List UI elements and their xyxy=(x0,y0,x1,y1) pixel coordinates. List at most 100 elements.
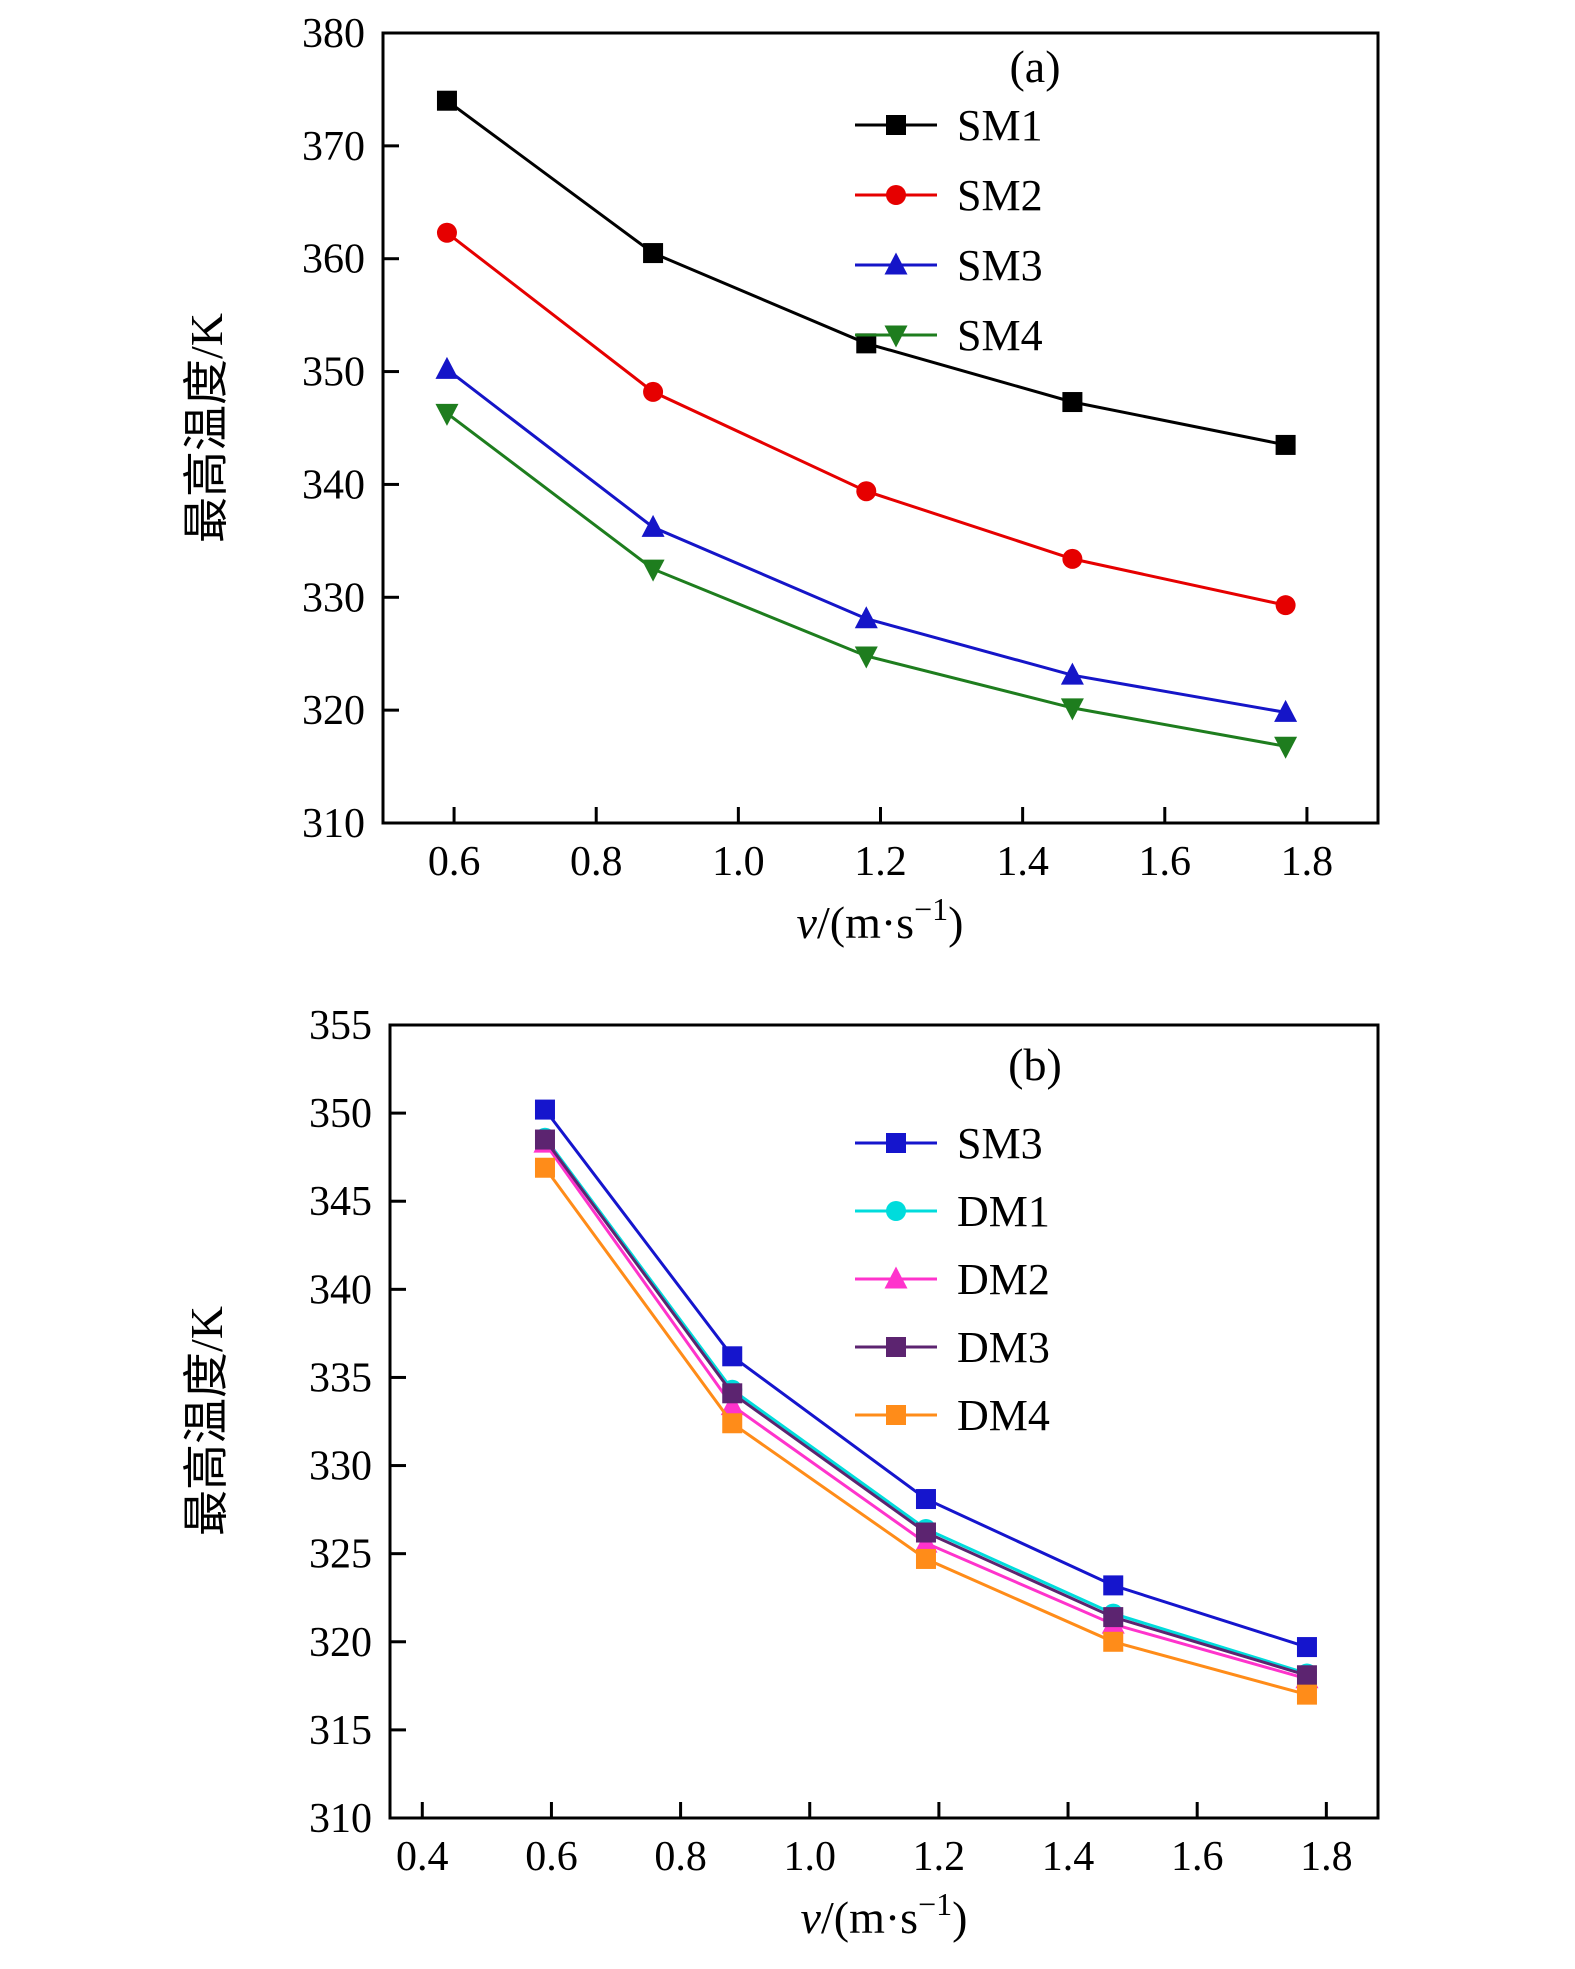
marker-SM3 xyxy=(435,356,459,379)
y-tick-label: 315 xyxy=(309,1708,372,1754)
x-tick-label: 0.6 xyxy=(428,839,481,885)
marker-DM3 xyxy=(1296,1665,1317,1686)
marker-DM2 xyxy=(720,1393,744,1416)
legend: SM3 DM1 DM2 DM3 DM4 xyxy=(855,1119,1050,1440)
x-tick-label: 1.2 xyxy=(854,839,907,885)
marker-SM1 xyxy=(643,243,664,264)
chart-b: 0.4 0.6 0.8 1.0 1.2 1.4 1.6 1.8 310 315 320 325 330 3… xyxy=(0,985,1575,1969)
y-tick-label: 320 xyxy=(309,1620,372,1666)
x-tick-label: 1.4 xyxy=(996,839,1049,885)
chart-svg: 0.6 0.8 1.0 1.2 1.4 1.6 1.8 310 320 330 340 350 360 3… xyxy=(181,11,1380,948)
legend-label-SM3: SM3 xyxy=(957,241,1043,290)
marker-SM3 xyxy=(1103,1575,1124,1596)
marker-SM3 xyxy=(1060,662,1084,685)
legend-label-SM4: SM4 xyxy=(957,311,1043,360)
marker-SM1 xyxy=(1275,434,1296,455)
marker-SM2 xyxy=(643,381,664,402)
x-tick-label: 1.6 xyxy=(1171,1834,1224,1880)
marker-SM3 xyxy=(641,514,665,537)
marker-DM4 xyxy=(722,1413,743,1434)
marker-DM3 xyxy=(534,1129,555,1150)
x-tick-label: 1.0 xyxy=(783,1834,836,1880)
series-line-DM4 xyxy=(543,1166,1308,1697)
y-tick-label: 380 xyxy=(302,11,365,57)
x-tick-label: 1.6 xyxy=(1139,839,1192,885)
marker-DM3 xyxy=(915,1522,936,1543)
y-tick-label: 340 xyxy=(309,1267,372,1313)
legend-label-DM1: DM1 xyxy=(957,1187,1050,1236)
legend-marker-SM2 xyxy=(886,185,906,205)
y-axis-label: 最高温度/K xyxy=(181,1306,232,1536)
marker-DM3 xyxy=(722,1383,743,1404)
legend-marker-DM1 xyxy=(886,1201,906,1221)
series-line-DM2 xyxy=(543,1142,1308,1681)
series-DM4 xyxy=(534,1157,1317,1705)
marker-SM3 xyxy=(1296,1637,1317,1658)
series-line-DM3 xyxy=(543,1138,1308,1677)
series-SM4 xyxy=(435,403,1298,759)
y-tick-label: 330 xyxy=(309,1444,372,1490)
y-tick-label: 340 xyxy=(302,462,365,508)
legend-marker-SM1 xyxy=(886,115,906,135)
y-tick-label: 310 xyxy=(302,801,365,847)
x-tick-label: 1.0 xyxy=(712,839,765,885)
x-tick-label: 1.8 xyxy=(1300,1834,1353,1880)
marker-SM2 xyxy=(856,481,877,502)
plot-frame xyxy=(381,31,1380,825)
marker-SM4 xyxy=(641,559,665,582)
legend-marker-SM3 xyxy=(884,252,908,275)
y-tick-label: 345 xyxy=(309,1179,372,1225)
marker-SM1 xyxy=(436,90,457,111)
marker-SM4 xyxy=(435,403,459,426)
marker-SM1 xyxy=(1062,392,1083,413)
series-DM3 xyxy=(534,1129,1317,1686)
y-axis-label: 最高温度/K xyxy=(181,313,232,543)
x-tick-label: 0.4 xyxy=(396,1834,449,1880)
y-tick-label: 330 xyxy=(302,575,365,621)
marker-DM4 xyxy=(534,1157,555,1178)
legend-marker-DM3 xyxy=(886,1337,906,1357)
series-SM2 xyxy=(436,222,1296,616)
marker-SM3 xyxy=(534,1099,555,1120)
marker-SM2 xyxy=(436,222,457,243)
legend-marker-SM3 xyxy=(886,1133,906,1153)
legend-label-DM4: DM4 xyxy=(957,1391,1050,1440)
y-tick-label: 325 xyxy=(309,1532,372,1578)
marker-SM2 xyxy=(1275,595,1296,616)
marker-SM3 xyxy=(722,1346,743,1367)
y-tick-label: 360 xyxy=(302,237,365,283)
x-tick-label: 1.8 xyxy=(1281,839,1334,885)
marker-SM4 xyxy=(854,646,878,669)
series-SM3 xyxy=(534,1099,1317,1658)
x-axis-label: v/(m·s−1) xyxy=(797,891,964,948)
y-tick-label: 350 xyxy=(302,350,365,396)
x-tick-label: 1.2 xyxy=(913,1834,966,1880)
series-line-SM4 xyxy=(446,412,1286,748)
y-tick-label: 320 xyxy=(302,688,365,734)
x-tick-label: 0.8 xyxy=(570,839,623,885)
chart-a: 0.6 0.8 1.0 1.2 1.4 1.6 1.8 310 320 330 340 350 360 3… xyxy=(181,11,1380,948)
marker-DM4 xyxy=(915,1548,936,1569)
legend-marker-DM4 xyxy=(886,1405,906,1425)
series-DM2 xyxy=(533,1130,1319,1689)
legend-label-SM3: SM3 xyxy=(957,1119,1043,1168)
x-tick-label: 0.6 xyxy=(525,1834,578,1880)
legend: SM1 SM2 SM3 SM4 xyxy=(855,101,1043,360)
marker-SM3 xyxy=(1274,699,1298,722)
panel-label: (a) xyxy=(1009,41,1060,92)
series-SM1 xyxy=(436,90,1296,455)
marker-DM4 xyxy=(1296,1684,1317,1705)
legend-label-SM1: SM1 xyxy=(957,101,1043,150)
y-tick-label: 355 xyxy=(309,1003,372,1049)
marker-SM4 xyxy=(1274,736,1298,759)
panel-label: (b) xyxy=(1008,1039,1062,1090)
series-SM3 xyxy=(435,356,1298,722)
y-tick-label: 335 xyxy=(309,1355,372,1401)
legend-label-DM3: DM3 xyxy=(957,1323,1050,1372)
legend-marker-DM2 xyxy=(884,1266,908,1289)
y-tick-label: 310 xyxy=(309,1796,372,1842)
legend-label-DM2: DM2 xyxy=(957,1255,1050,1304)
legend-label-SM2: SM2 xyxy=(957,171,1043,220)
x-tick-label: 1.4 xyxy=(1042,1834,1095,1880)
series-line-SM1 xyxy=(446,99,1286,447)
